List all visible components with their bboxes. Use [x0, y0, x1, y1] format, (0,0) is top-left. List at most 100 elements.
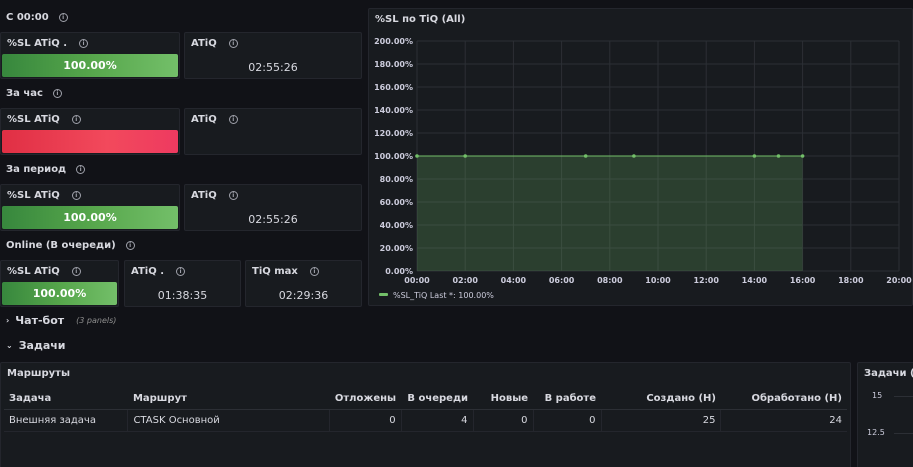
- data-point: [752, 154, 757, 158]
- info-icon[interactable]: i: [71, 115, 81, 124]
- y-tick-label: 100.00%: [374, 152, 413, 161]
- table-header-row: Задача Маршрут Отложены В очереди Новые …: [4, 389, 847, 410]
- info-icon[interactable]: i: [52, 89, 62, 98]
- info-icon[interactable]: i: [71, 191, 81, 200]
- legend-swatch: [379, 293, 388, 296]
- column-header[interactable]: В очереди: [401, 389, 474, 410]
- y-tick-label: 60.00%: [380, 198, 413, 207]
- x-tick-label: 12:00: [693, 276, 719, 285]
- column-header[interactable]: Отложены: [329, 389, 402, 410]
- info-icon[interactable]: i: [71, 267, 81, 276]
- routes-table: Задача Маршрут Отложены В очереди Новые …: [4, 389, 847, 432]
- routes-panel[interactable]: Маршруты Задача Маршрут Отложены В очере…: [0, 362, 851, 467]
- x-tick-label: 14:00: [742, 276, 768, 285]
- x-tick-label: 00:00: [404, 276, 430, 285]
- y-tick-label: 12.5: [867, 428, 885, 437]
- info-icon[interactable]: i: [228, 39, 238, 48]
- y-tick-label: 140.00%: [374, 106, 413, 115]
- y-tick-label: 20.00%: [380, 244, 413, 253]
- stat-value: 01:38:35: [157, 289, 208, 302]
- stat-panel-sl-atiq-online[interactable]: %SL ATiQ i 100.00%: [0, 260, 119, 307]
- column-header[interactable]: В работе: [533, 389, 602, 410]
- data-point: [583, 154, 588, 158]
- table-cell: Внешняя задача: [4, 409, 129, 432]
- data-point: [415, 154, 419, 158]
- x-tick-label: 06:00: [549, 276, 575, 285]
- x-tick-label: 02:00: [452, 276, 478, 285]
- row-chat-bot[interactable]: › Чат-бот (3 panels): [6, 314, 117, 327]
- panel-title: Маршруты: [7, 368, 70, 379]
- info-icon[interactable]: i: [125, 241, 135, 250]
- gauge-bar-green: 100.00%: [2, 54, 178, 77]
- row-tasks[interactable]: ⌄ Задачи: [6, 339, 66, 352]
- y-tick-label: 15: [872, 391, 883, 400]
- legend-label: %SL_TiQ Last *: 100.00%: [393, 291, 494, 300]
- stat-panel-sl-atiq-period[interactable]: %SL ATiQ i 100.00%: [0, 184, 180, 231]
- y-tick-label: 160.00%: [374, 83, 413, 92]
- tasks-chart-panel[interactable]: Задачи (All) 15 12.5: [857, 362, 913, 467]
- panel-title: ATiQ: [191, 38, 217, 49]
- stat-value: 02:55:26: [248, 61, 298, 74]
- stat-panel-sl-atiq-hour[interactable]: %SL ATiQ i: [0, 108, 180, 155]
- table-row: Внешняя задача CTASK Основной 0 4 0 0 25…: [4, 409, 847, 432]
- x-tick-label: 18:00: [838, 276, 864, 285]
- panel-title: %SL ATiQ: [7, 190, 60, 201]
- gauge-bar-green: 100.00%: [2, 282, 117, 305]
- gauge-bar-green: 100.00%: [2, 206, 178, 229]
- panel-title: ATiQ .: [131, 266, 164, 277]
- column-header[interactable]: Новые: [473, 389, 534, 410]
- x-tick-label: 16:00: [790, 276, 816, 285]
- stat-panel-tiq-max[interactable]: TiQ max i 02:29:36: [245, 260, 362, 307]
- x-tick-label: 08:00: [597, 276, 623, 285]
- table-cell: 0: [329, 409, 402, 432]
- data-point: [632, 154, 636, 158]
- sl-tiq-chart: 0.00% 20.00% 40.00% 60.00% 80.00% 100.00% 120.…: [374, 37, 912, 300]
- stat-value: 100.00%: [63, 59, 117, 72]
- info-icon[interactable]: i: [176, 267, 185, 276]
- y-tick-label: 40.00%: [380, 221, 413, 230]
- column-header[interactable]: Задача: [4, 389, 128, 410]
- table-cell: CTASK Основной: [127, 409, 331, 432]
- panel-title: %SL ATiQ: [7, 114, 60, 125]
- y-tick-label: 200.00%: [374, 37, 413, 46]
- stat-panel-sl-atiq[interactable]: %SL ATiQ . i 100.00%: [0, 32, 180, 79]
- chevron-right-icon: ›: [6, 316, 10, 325]
- stat-value: 02:55:26: [248, 213, 298, 226]
- stat-panel-atiq-online[interactable]: ATiQ . i 01:38:35: [124, 260, 241, 307]
- column-header[interactable]: Обработано (Н): [720, 389, 847, 410]
- gauge-bar-red: [2, 130, 178, 153]
- stat-value: 02:29:36: [278, 289, 329, 302]
- panel-title: ATiQ: [191, 190, 217, 201]
- info-icon[interactable]: i: [58, 13, 68, 22]
- grid-line: [894, 433, 913, 434]
- table-cell: 25: [601, 409, 722, 432]
- stat-panel-atiq[interactable]: ATiQ i 02:55:26: [184, 32, 362, 79]
- info-icon[interactable]: i: [309, 267, 319, 276]
- timeseries-panel[interactable]: %SL по TiQ (All) 0.00% 20.00% 40.00% 60.00%…: [368, 8, 913, 306]
- data-point: [463, 154, 467, 158]
- stat-value: 100.00%: [63, 211, 117, 224]
- x-tick-label: 10:00: [645, 276, 671, 285]
- data-point: [776, 154, 781, 158]
- stat-panel-atiq-hour[interactable]: ATiQ i: [184, 108, 362, 155]
- row-title-since-midnight: С 00:00 i: [6, 12, 68, 23]
- row-title-online: Online (В очереди) i: [6, 240, 135, 251]
- panel-title: %SL ATiQ .: [7, 38, 68, 49]
- info-icon[interactable]: i: [228, 115, 238, 124]
- info-icon[interactable]: i: [228, 191, 238, 200]
- series-area-fill: [417, 156, 803, 271]
- row-title-per-hour: За час i: [6, 88, 62, 99]
- column-header[interactable]: Создано (Н): [601, 389, 721, 410]
- chart-title: %SL по TiQ (All): [375, 14, 466, 25]
- chevron-down-icon: ⌄: [6, 341, 13, 350]
- row-title-per-period: За период i: [6, 164, 86, 175]
- panel-title: Задачи (All): [864, 368, 913, 379]
- info-icon[interactable]: i: [79, 39, 89, 48]
- column-header[interactable]: Маршрут: [127, 389, 330, 410]
- info-icon[interactable]: i: [76, 165, 86, 174]
- panel-title: %SL ATiQ: [7, 266, 60, 277]
- y-tick-label: 120.00%: [374, 129, 413, 138]
- x-tick-label: 20:00: [886, 276, 912, 285]
- stat-panel-atiq-period[interactable]: ATiQ i 02:55:26: [184, 184, 362, 231]
- table-cell: 4: [401, 409, 474, 432]
